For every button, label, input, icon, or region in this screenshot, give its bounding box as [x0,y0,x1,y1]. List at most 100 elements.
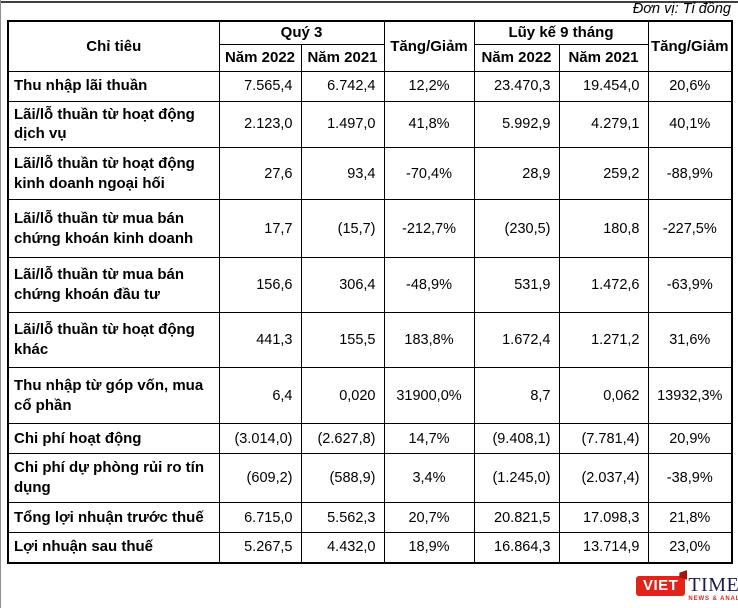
cell-q3-2021: (2.627,8) [300,423,385,455]
table-row: Chi phí hoạt động (3.014,0) (2.627,8) 14… [7,423,733,455]
table-row: Lãi/lỗ thuần từ mua bán chứng khoán kinh… [7,199,733,259]
cell-q3-2022: 6,4 [218,367,302,425]
cell-q3-2021: 93,4 [300,147,385,201]
cell-q3-change: 18,9% [383,532,475,564]
cell-q3-2022: 17,7 [218,199,302,259]
row-label: Lợi nhuận sau thuế [7,532,220,564]
cell-cum-change: -88,9% [647,147,733,201]
cell-q3-2021: 1.497,0 [300,100,385,149]
cell-cum-2022: (9.408,1) [473,423,560,455]
table-row: Lãi/lỗ thuần từ hoạt động khác 441,3 155… [7,312,733,369]
row-label: Thu nhập từ góp vốn, mua cổ phần [7,367,220,425]
cell-q3-change: 31900,0% [383,367,475,425]
cell-cum-2022: (1.245,0) [473,453,560,504]
row-label: Chi phí dự phòng rủi ro tín dụng [7,453,220,504]
col-header-q3: Quý 3 [218,20,385,45]
cell-q3-2021: 306,4 [300,257,385,314]
cell-q3-change: 20,7% [383,502,475,534]
cell-cum-2021: (2.037,4) [558,453,649,504]
cell-q3-2022: 6.715,0 [218,502,302,534]
row-label: Lãi/lỗ thuần từ mua bán chứng khoán đầu … [7,257,220,314]
cell-q3-2022: 7.565,4 [218,70,302,102]
table-row: Chi phí dự phòng rủi ro tín dụng (609,2)… [7,453,733,504]
row-label: Lãi/lỗ thuần từ hoạt động khác [7,312,220,369]
cell-q3-2021: 6.742,4 [300,70,385,102]
cell-q3-2021: 155,5 [300,312,385,369]
financial-results-table: Chỉ tiêu Quý 3 Tăng/Giảm Lũy kế 9 tháng … [7,20,733,564]
col-header-criteria: Chỉ tiêu [7,20,220,72]
unit-note: Đơn vị: Tỉ đồng [632,1,731,17]
cell-cum-2022: (230,5) [473,199,560,259]
row-label: Tổng lợi nhuận trước thuế [7,502,220,534]
cell-q3-change: 183,8% [383,312,475,369]
cell-cum-2022: 28,9 [473,147,560,201]
col-header-cum-2021: Năm 2021 [558,43,649,72]
col-header-change-q3: Tăng/Giảm [383,20,475,72]
table-row: Lãi/lỗ thuần từ hoạt động kinh doanh ngo… [7,147,733,201]
cell-cum-2021: 259,2 [558,147,649,201]
row-label: Chi phí hoạt động [7,423,220,455]
table-row: Lãi/lỗ thuần từ hoạt động dịch vụ 2.123,… [7,100,733,149]
cell-q3-2021: (15,7) [300,199,385,259]
viettimes-logo: VIET TIMES NEWS & ANALYSIS [636,570,738,602]
table-row: Lợi nhuận sau thuế 5.267,5 4.432,0 18,9%… [7,532,733,564]
col-header-change-cum9m: Tăng/Giảm [647,20,733,72]
cell-q3-2022: (3.014,0) [218,423,302,455]
cell-cum-2022: 531,9 [473,257,560,314]
cell-q3-2022: 27,6 [218,147,302,201]
cell-cum-2021: 0,062 [558,367,649,425]
table-header: Chỉ tiêu Quý 3 Tăng/Giảm Lũy kế 9 tháng … [7,20,733,72]
cell-cum-change: -227,5% [647,199,733,259]
cell-q3-2021: (588,9) [300,453,385,504]
cell-cum-2022: 23.470,3 [473,70,560,102]
cell-q3-change: -48,9% [383,257,475,314]
cell-cum-change: 20,9% [647,423,733,455]
table-body: Thu nhập lãi thuần 7.565,4 6.742,4 12,2%… [7,70,733,564]
row-label: Lãi/lỗ thuần từ mua bán chứng khoán kinh… [7,199,220,259]
cell-q3-change: -212,7% [383,199,475,259]
cell-cum-2021: 1.472,6 [558,257,649,314]
col-header-cum-2022: Năm 2022 [473,43,560,72]
col-header-cum9m: Lũy kế 9 tháng [473,20,649,45]
cell-cum-change: 40,1% [647,100,733,149]
cell-q3-change: 12,2% [383,70,475,102]
table-row: Thu nhập lãi thuần 7.565,4 6.742,4 12,2%… [7,70,733,102]
cell-q3-2022: 2.123,0 [218,100,302,149]
cell-cum-change: -38,9% [647,453,733,504]
cell-q3-change: 41,8% [383,100,475,149]
viettimes-logo-times: TIMES NEWS & ANALYSIS [688,574,738,602]
flag-pennant-icon [679,570,688,580]
cell-cum-2022: 16.864,3 [473,532,560,564]
cell-cum-change: 13932,3% [647,367,733,425]
cell-cum-2022: 8,7 [473,367,560,425]
cell-cum-2022: 1.672,4 [473,312,560,369]
cell-q3-2022: 156,6 [218,257,302,314]
viettimes-logo-viet-text: VIET [643,577,679,594]
viettimes-logo-tagline: NEWS & ANALYSIS [688,596,738,602]
cell-q3-change: 3,4% [383,453,475,504]
viettimes-logo-viet-badge: VIET [636,570,688,596]
cell-cum-change: 20,6% [647,70,733,102]
page-top-border [0,1,738,3]
page-left-border [0,0,1,608]
row-label: Lãi/lỗ thuần từ hoạt động kinh doanh ngo… [7,147,220,201]
cell-q3-2021: 5.562,3 [300,502,385,534]
cell-cum-2021: (7.781,4) [558,423,649,455]
cell-q3-change: 14,7% [383,423,475,455]
cell-q3-2022: 441,3 [218,312,302,369]
cell-cum-2021: 1.271,2 [558,312,649,369]
cell-q3-2021: 4.432,0 [300,532,385,564]
cell-cum-change: 23,0% [647,532,733,564]
cell-cum-2021: 4.279,1 [558,100,649,149]
cell-cum-2021: 13.714,9 [558,532,649,564]
cell-q3-change: -70,4% [383,147,475,201]
cell-cum-change: 31,6% [647,312,733,369]
table-row: Thu nhập từ góp vốn, mua cổ phần 6,4 0,0… [7,367,733,425]
table-row: Lãi/lỗ thuần từ mua bán chứng khoán đầu … [7,257,733,314]
table-row: Tổng lợi nhuận trước thuế 6.715,0 5.562,… [7,502,733,534]
cell-q3-2021: 0,020 [300,367,385,425]
viettimes-logo-times-text: TIMES [688,574,738,596]
cell-cum-2021: 180,8 [558,199,649,259]
cell-cum-change: -63,9% [647,257,733,314]
col-header-q3-2021: Năm 2021 [300,43,385,72]
